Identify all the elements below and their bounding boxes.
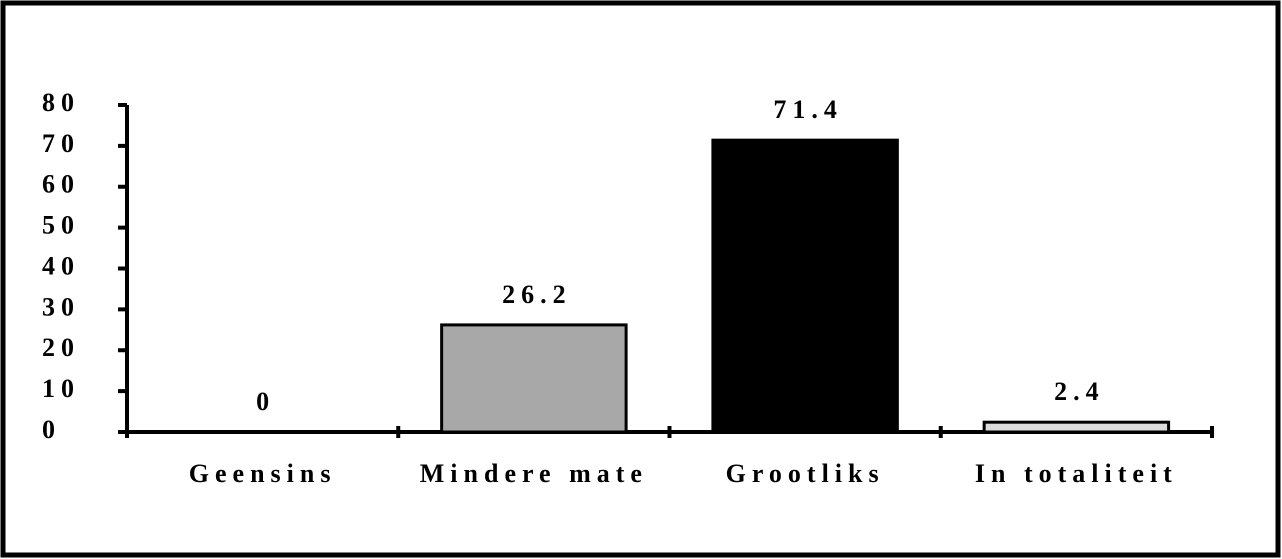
x-tick-label: Mindere mate (419, 459, 648, 488)
x-tick-label: Grootliks (725, 459, 885, 488)
bar (711, 138, 899, 434)
value-label: 2.4 (1054, 377, 1105, 406)
value-label: 0 (256, 387, 275, 416)
value-label: 26.2 (502, 280, 572, 309)
y-tick-label: 10 (42, 374, 80, 403)
y-tick-label: 60 (42, 170, 80, 199)
y-tick-label: 50 (42, 211, 80, 240)
x-tick-label: In totaliteit (974, 459, 1178, 488)
y-tick-label: 20 (42, 333, 80, 362)
x-tick-label: Geensins (188, 459, 337, 488)
y-tick-label: 70 (42, 129, 80, 158)
y-tick-label: 30 (42, 292, 80, 321)
y-tick-label: 40 (42, 251, 80, 280)
value-label: 71.4 (773, 95, 843, 124)
bar (440, 323, 628, 434)
y-tick-label: 80 (42, 88, 80, 117)
y-tick-label: 0 (42, 415, 61, 444)
bar (982, 420, 1171, 434)
